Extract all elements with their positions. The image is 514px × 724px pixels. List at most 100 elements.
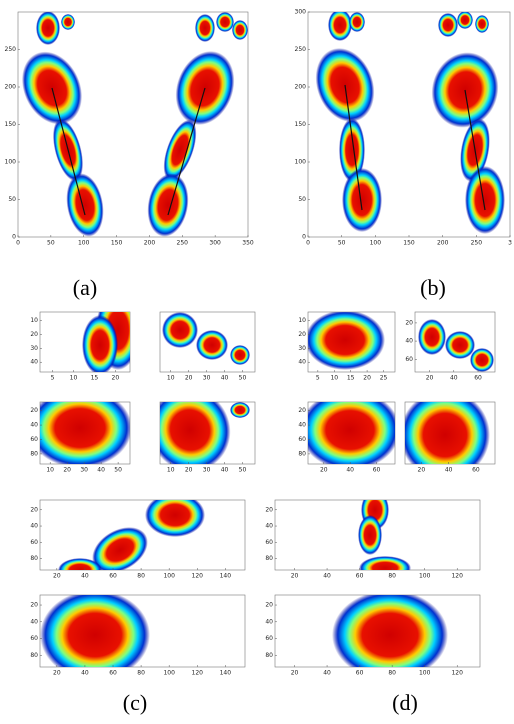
x-tick-label: 120 bbox=[192, 573, 204, 580]
heatmap bbox=[162, 312, 250, 365]
heatmap bbox=[418, 319, 494, 372]
y-tick-label: 80 bbox=[30, 450, 38, 457]
y-tick-label: 30 bbox=[298, 345, 306, 352]
heatmap-plot: 10 20 30 40 50 20 40 60 80 bbox=[30, 401, 131, 474]
y-tick-label: 60 bbox=[298, 436, 306, 443]
y-tick-label: 40 bbox=[265, 618, 273, 625]
pressure-region bbox=[232, 20, 248, 40]
y-tick-label: 80 bbox=[30, 652, 38, 659]
y-tick-label: 80 bbox=[30, 555, 38, 562]
y-tick-label: 50 bbox=[298, 196, 306, 203]
heatmap bbox=[40, 402, 130, 464]
x-tick-label: 10 bbox=[46, 467, 54, 474]
x-tick-label: 120 bbox=[451, 573, 463, 580]
pressure-region bbox=[92, 527, 148, 570]
x-tick-label: 50 bbox=[239, 467, 247, 474]
pressure-region bbox=[40, 402, 130, 464]
x-tick-label: 50 bbox=[338, 240, 346, 247]
heatmap bbox=[405, 402, 490, 464]
x-tick-label: 60 bbox=[474, 375, 482, 382]
y-tick-label: 40 bbox=[405, 338, 413, 345]
x-tick-label: 20 bbox=[185, 375, 193, 382]
x-tick-label: 60 bbox=[109, 573, 117, 580]
heatmap-plot: 10 20 30 40 50 bbox=[159, 401, 256, 474]
x-tick-label: 25 bbox=[380, 375, 388, 382]
heatmap-plot: 20 40 60 bbox=[404, 401, 496, 474]
x-tick-label: 40 bbox=[81, 670, 89, 677]
heatmap-plot: 20 40 60 80 100 120 20 40 60 80 bbox=[265, 594, 481, 677]
heatmap-plot: 5 10 15 20 25 10 20 30 40 bbox=[298, 311, 396, 382]
heatmap-plot: 20 40 60 80 100 120 140 20 40 60 80 bbox=[30, 594, 246, 677]
x-tick-label: 20 bbox=[418, 467, 426, 474]
pressure-region bbox=[342, 168, 382, 232]
subfigure-label: (d) bbox=[392, 690, 418, 715]
y-tick-label: 80 bbox=[265, 652, 273, 659]
heatmap bbox=[160, 402, 250, 464]
pressure-region bbox=[418, 319, 446, 355]
pressure-region bbox=[328, 12, 352, 41]
pressure-region bbox=[196, 330, 228, 360]
x-tick-label: 60 bbox=[356, 670, 364, 677]
y-tick-label: 0 bbox=[12, 234, 16, 241]
x-tick-label: 80 bbox=[388, 573, 396, 580]
pressure-region bbox=[160, 402, 231, 464]
y-tick-label: 20 bbox=[30, 331, 38, 338]
x-tick-label: 20 bbox=[320, 467, 328, 474]
x-tick-label: 80 bbox=[137, 573, 145, 580]
subfigure-label: (c) bbox=[123, 690, 147, 715]
heatmap bbox=[82, 312, 130, 372]
heatmap bbox=[58, 500, 205, 570]
x-tick-label: 60 bbox=[356, 573, 364, 580]
y-tick-label: 200 bbox=[295, 84, 307, 91]
y-tick-label: 100 bbox=[5, 159, 17, 166]
pressure-region bbox=[163, 119, 197, 181]
y-tick-label: 40 bbox=[30, 618, 38, 625]
y-tick-label: 60 bbox=[30, 436, 38, 443]
pressure-region bbox=[332, 595, 448, 667]
y-tick-label: 60 bbox=[405, 356, 413, 363]
pressure-region bbox=[438, 13, 458, 37]
pressure-region bbox=[339, 118, 365, 182]
y-tick-label: 100 bbox=[295, 159, 307, 166]
x-tick-label: 0 bbox=[16, 240, 20, 247]
x-tick-label: 250 bbox=[471, 240, 483, 247]
x-tick-label: 20 bbox=[112, 375, 120, 382]
x-tick-label: 20 bbox=[363, 375, 371, 382]
plot-frame bbox=[17, 11, 249, 238]
y-tick-label: 150 bbox=[5, 121, 17, 128]
pressure-region bbox=[195, 14, 215, 42]
x-tick-label: 150 bbox=[111, 240, 123, 247]
x-tick-label: 40 bbox=[450, 375, 458, 382]
x-tick-label: 30 bbox=[203, 375, 211, 382]
y-tick-label: 10 bbox=[298, 317, 306, 324]
x-tick-label: 40 bbox=[221, 467, 229, 474]
x-tick-label: 200 bbox=[437, 240, 449, 247]
y-tick-label: 20 bbox=[265, 506, 273, 513]
y-tick-label: 80 bbox=[298, 450, 306, 457]
x-tick-label: 120 bbox=[451, 670, 463, 677]
y-tick-label: 40 bbox=[265, 523, 273, 530]
foot-axis bbox=[51, 87, 86, 216]
heatmap bbox=[308, 402, 395, 464]
x-tick-label: 40 bbox=[346, 467, 354, 474]
y-tick-label: 60 bbox=[30, 635, 38, 642]
heatmap-plot: 5 10 15 20 10 20 30 40 bbox=[30, 311, 131, 382]
y-tick-label: 20 bbox=[298, 407, 306, 414]
x-tick-label: 20 bbox=[291, 670, 299, 677]
pressure-region bbox=[66, 173, 104, 237]
x-tick-label: 40 bbox=[445, 467, 453, 474]
x-tick-label: 100 bbox=[419, 573, 431, 580]
pressure-region bbox=[40, 595, 150, 667]
y-tick-label: 50 bbox=[8, 196, 16, 203]
x-tick-label: 120 bbox=[192, 670, 204, 677]
x-tick-label: 200 bbox=[144, 240, 156, 247]
x-tick-label: 150 bbox=[403, 240, 415, 247]
y-tick-label: 60 bbox=[265, 635, 273, 642]
x-tick-label: 15 bbox=[347, 375, 355, 382]
y-tick-label: 20 bbox=[30, 602, 38, 609]
y-tick-label: 20 bbox=[265, 602, 273, 609]
x-tick-label: 15 bbox=[91, 375, 99, 382]
pressure-region bbox=[465, 166, 505, 234]
y-tick-label: 30 bbox=[30, 345, 38, 352]
pressure-region bbox=[405, 402, 490, 464]
